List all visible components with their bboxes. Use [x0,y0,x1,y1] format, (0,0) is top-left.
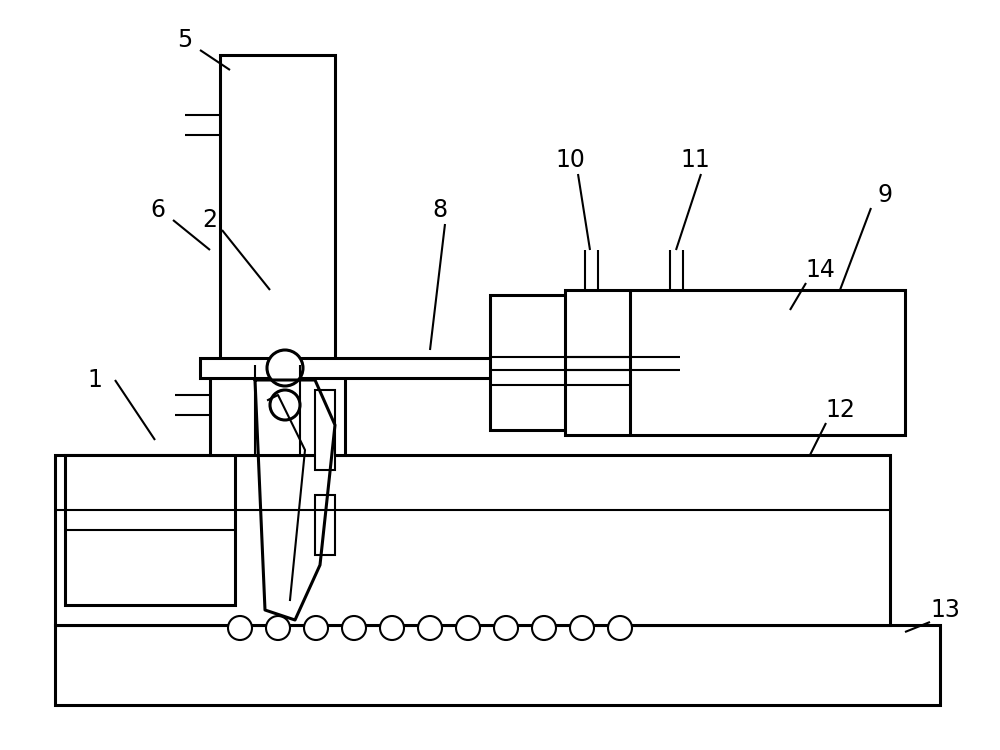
Bar [565,290,905,435]
Text: 10: 10 [555,148,585,172]
Text: 5: 5 [177,28,193,52]
Text: 2: 2 [202,208,218,232]
Text: 9: 9 [878,183,893,207]
Text: 12: 12 [825,398,855,422]
Circle shape [418,616,442,640]
Bar [55,455,890,625]
Circle shape [266,616,290,640]
Text: 14: 14 [805,258,835,282]
Text: 6: 6 [150,198,166,222]
Bar [315,390,335,470]
Circle shape [570,616,594,640]
Circle shape [380,616,404,640]
Circle shape [532,616,556,640]
Bar [220,55,335,365]
Circle shape [270,390,300,420]
Text: 13: 13 [930,598,960,622]
Bar [200,358,680,378]
Circle shape [456,616,480,640]
Circle shape [342,616,366,640]
Text: 8: 8 [432,198,448,222]
Circle shape [267,350,303,386]
Circle shape [494,616,518,640]
Bar [65,455,235,605]
Text: 1: 1 [88,368,102,392]
Circle shape [608,616,632,640]
Text: 11: 11 [680,148,710,172]
Bar [55,625,940,705]
Circle shape [304,616,328,640]
Circle shape [228,616,252,640]
Bar [490,295,630,430]
Bar [210,365,345,455]
Bar [315,495,335,555]
